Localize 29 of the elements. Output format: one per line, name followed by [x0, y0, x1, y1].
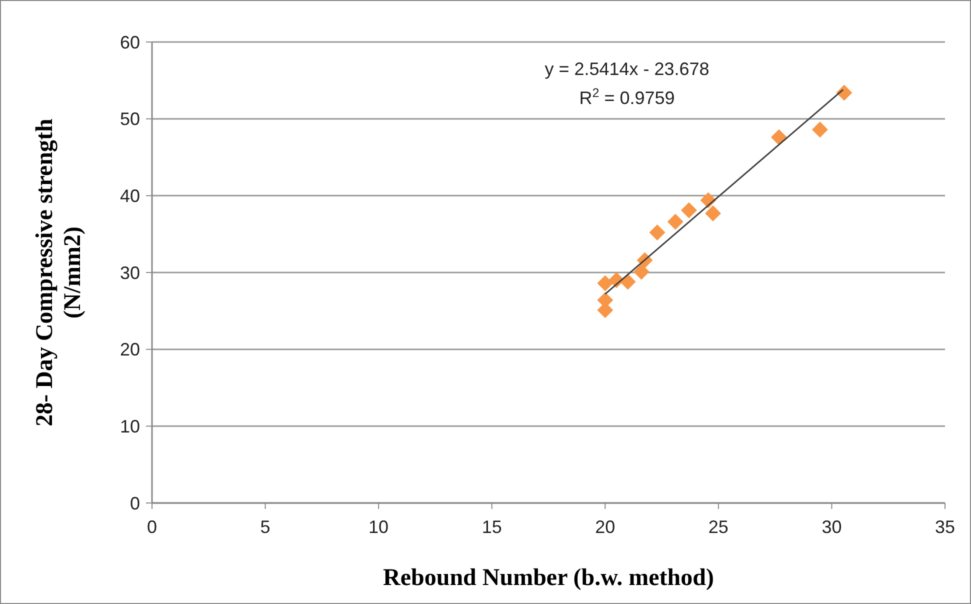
y-tick-label: 0: [130, 493, 140, 514]
y-tick-label: 20: [120, 340, 140, 360]
point: [667, 214, 684, 230]
point: [704, 205, 721, 222]
y-tick-label: 60: [120, 32, 140, 52]
y-tick-label: 30: [120, 262, 140, 283]
y-axis-title: 28- Day Compressive strength (N/mm2): [32, 118, 86, 426]
point: [836, 84, 852, 101]
point: [620, 274, 636, 290]
x-axis-title: Rebound Number (b.w. method): [383, 565, 714, 591]
point: [770, 129, 787, 146]
x-tick-label: 35: [934, 517, 956, 537]
x-tick-label: 0: [146, 517, 158, 537]
x-tick-label: 25: [708, 517, 728, 537]
y-tick-label: 50: [120, 109, 140, 130]
x-tick-label: 5: [260, 517, 270, 537]
y-tick-label: 10: [120, 416, 140, 436]
x-tick-label: 10: [368, 517, 389, 537]
point: [812, 122, 828, 138]
annotation: R$^{2}$ = 0.9759: [579, 86, 675, 108]
x-tick-label: 15: [482, 517, 502, 537]
point: [597, 275, 614, 292]
x-tick-label: 30: [822, 517, 842, 537]
y-tick-label: 40: [120, 186, 140, 206]
point: [680, 202, 697, 218]
point: [633, 264, 650, 280]
x-tick-label: 20: [595, 517, 616, 537]
annotation: y = 2.5414x - 23.678: [544, 59, 710, 79]
point: [649, 224, 666, 241]
